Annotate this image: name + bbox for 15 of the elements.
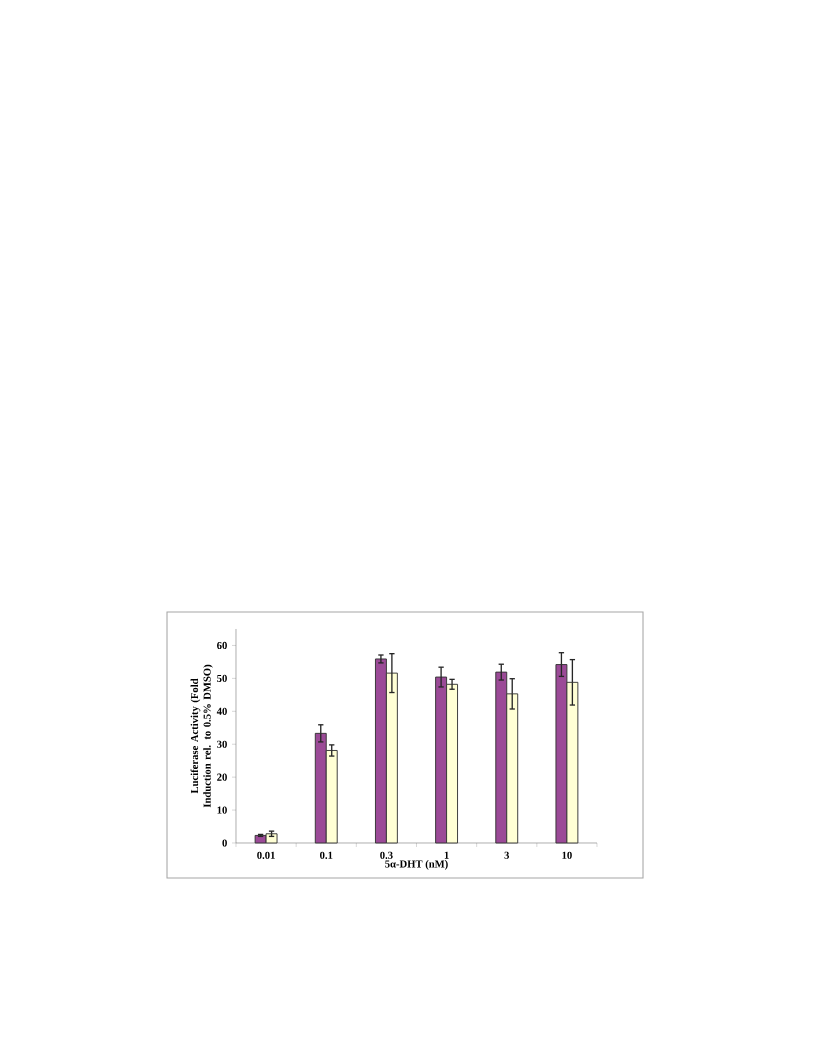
x-tick-label: 10	[562, 851, 572, 859]
y-tick-label: 50	[217, 674, 227, 682]
y-tick-label: 60	[217, 641, 227, 650]
y-axis-title: Luciferase Activity (Fold Induction rel. to 0.5% DMSO)	[190, 664, 213, 808]
y-tick-label: 40	[216, 707, 227, 715]
y-tick-label: 0	[222, 839, 227, 847]
y-tick-label: 30	[217, 740, 227, 748]
x-tick-label: 1	[444, 851, 449, 859]
y-tick-label: 20	[217, 773, 227, 781]
x-tick-label: 0.1	[320, 851, 333, 859]
y-tick-label: 10	[217, 806, 227, 814]
x-tick-label: 0.3	[380, 851, 393, 859]
x-axis-title: 5α-DHT (nM)	[385, 860, 448, 870]
x-tick-label: 3	[504, 851, 510, 859]
x-tick-label: 0.01	[257, 851, 275, 859]
